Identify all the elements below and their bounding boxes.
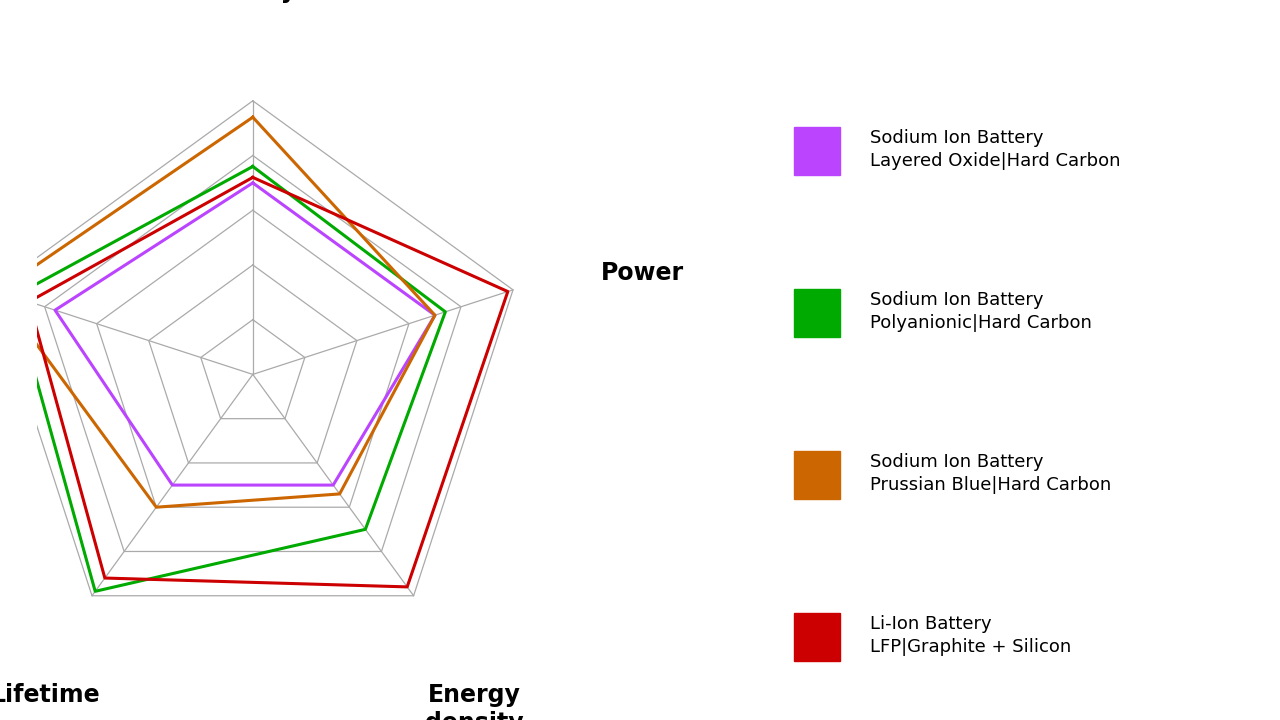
- Text: Energy
density: Energy density: [425, 683, 524, 720]
- FancyBboxPatch shape: [794, 613, 840, 661]
- FancyBboxPatch shape: [794, 127, 840, 176]
- FancyBboxPatch shape: [794, 289, 840, 337]
- Text: Safety: Safety: [210, 0, 296, 3]
- Text: Power: Power: [602, 261, 685, 285]
- Text: Sodium Ion Battery
Polyanionic|Hard Carbon: Sodium Ion Battery Polyanionic|Hard Carb…: [870, 291, 1092, 332]
- Text: Sodium Ion Battery
Layered Oxide|Hard Carbon: Sodium Ion Battery Layered Oxide|Hard Ca…: [870, 129, 1121, 170]
- FancyBboxPatch shape: [794, 451, 840, 500]
- Text: Li-Ion Battery
LFP|Graphite + Silicon: Li-Ion Battery LFP|Graphite + Silicon: [870, 615, 1071, 656]
- Text: Sodium Ion Battery
Prussian Blue|Hard Carbon: Sodium Ion Battery Prussian Blue|Hard Ca…: [870, 453, 1111, 494]
- Text: Lifetime: Lifetime: [0, 683, 100, 707]
